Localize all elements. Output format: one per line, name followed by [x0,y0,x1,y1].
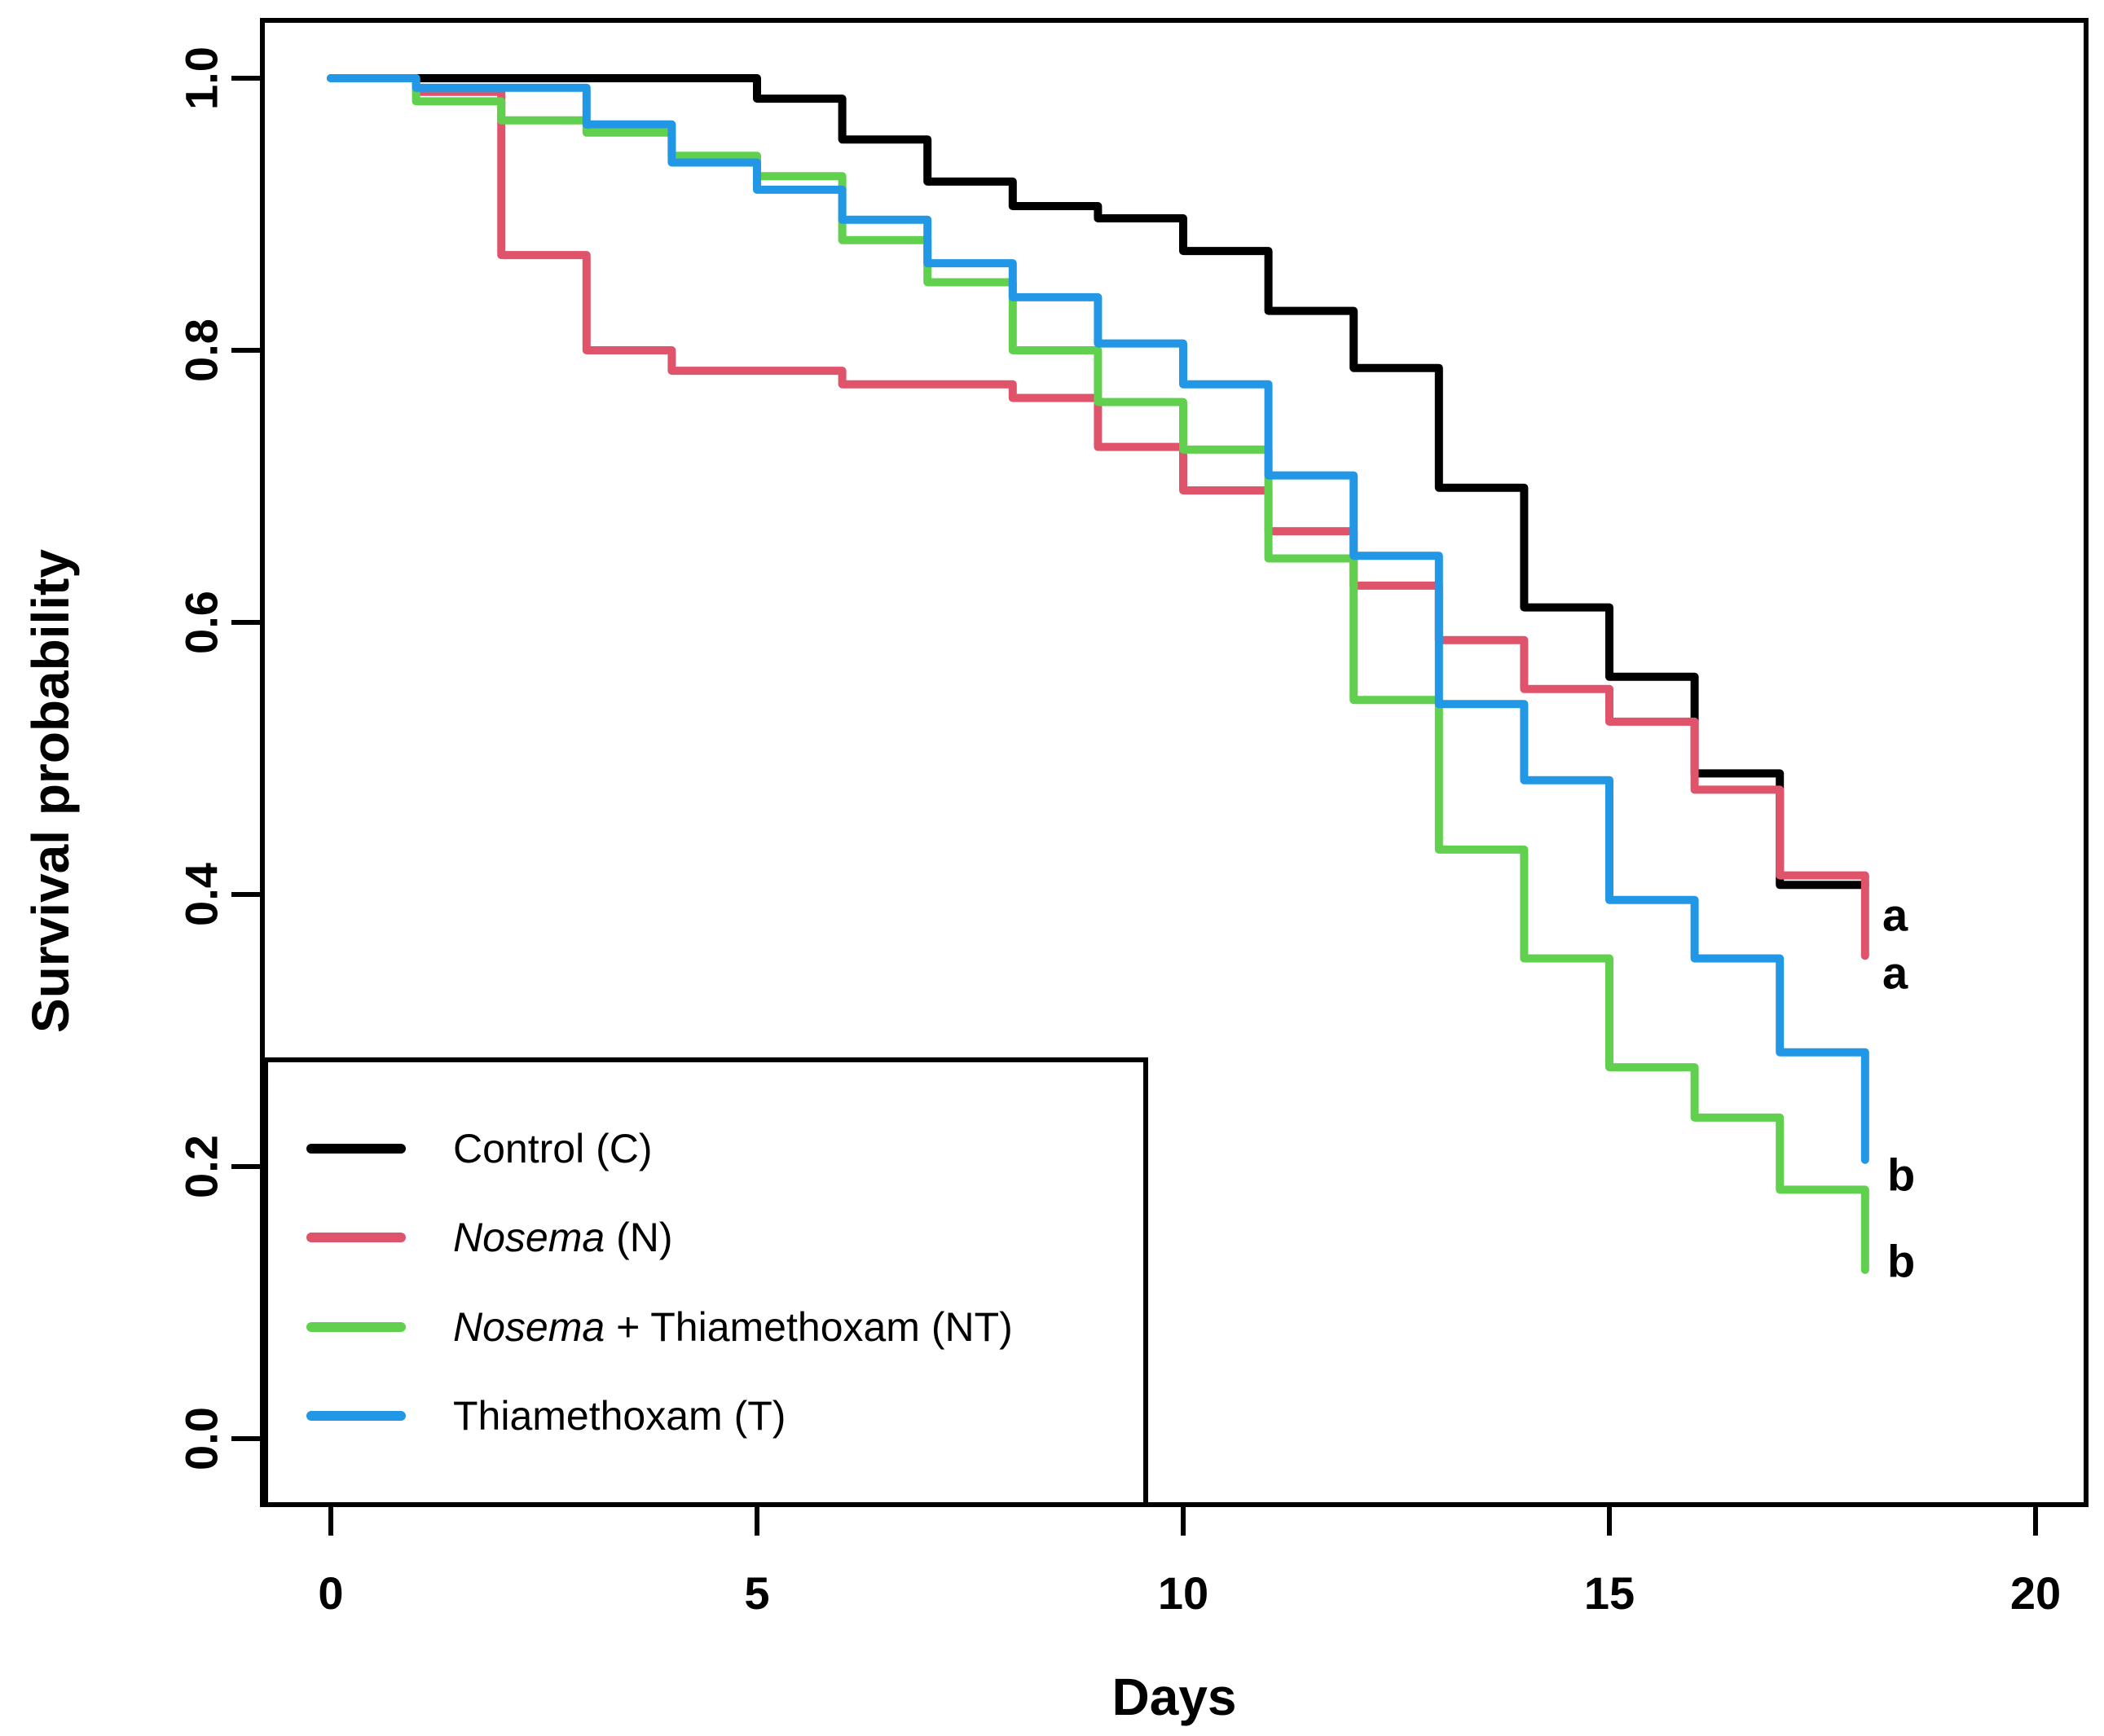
x-tick-15: 15 [1584,1567,1635,1619]
y-tick-0.4: 0.4 [176,863,227,926]
plot-box [260,18,2089,1507]
legend-label-thiamethoxam: Thiamethoxam (T) [453,1393,786,1439]
x-tick-5: 5 [744,1567,769,1619]
x-axis-tick-labels: 0 5 10 15 20 [318,1567,2061,1619]
y-axis-title: Survival probability [21,549,80,1033]
legend-label-nosema-rest: (N) [605,1215,672,1260]
y-tick-0.8: 0.8 [176,319,227,382]
legend-label-nt: Nosema + Thiamethoxam (NT) [453,1304,1013,1350]
legend-label-nosema-italic: Nosema [453,1215,605,1260]
x-tick-10: 10 [1158,1567,1208,1619]
curve-control [327,74,1869,890]
legend-label-nt-rest: + Thiamethoxam (NT) [605,1304,1013,1350]
legend: Control (C) Nosema (N) Nosema + Thiameth… [263,1057,1148,1507]
sig-letter-nosema: a [1882,947,1908,999]
legend-label-control-rest: Control (C) [453,1126,652,1171]
y-tick-1.0: 1.0 [176,46,227,110]
legend-label-nosema: Nosema (N) [453,1215,673,1260]
x-axis-title: Days [1112,1668,1237,1726]
y-axis-tick-labels: 0.0 0.2 0.4 0.6 0.8 1.0 [176,46,227,1470]
y-axis-ticks [231,76,262,1441]
sig-letter-thiamethoxam: b [1887,1149,1915,1201]
y-tick-0.0: 0.0 [176,1407,227,1470]
sig-letter-nt: b [1887,1236,1915,1287]
legend-label-thiamethoxam-rest: Thiamethoxam (T) [453,1393,786,1439]
x-tick-20: 20 [2010,1567,2061,1619]
legend-box [263,1057,1148,1507]
curve-thiamethoxam [327,74,1869,1164]
curve-nosema-thiamethoxam [327,74,1869,1274]
legend-label-nt-italic: Nosema [453,1304,605,1350]
sig-letter-control: a [1882,890,1908,941]
x-tick-0: 0 [318,1567,343,1619]
x-axis-ticks [328,1505,2038,1536]
significance-letters: a a b b [1882,890,1915,1287]
legend-label-control: Control (C) [453,1126,652,1171]
y-tick-0.6: 0.6 [176,591,227,654]
survival-curves [327,74,1869,1274]
curve-nosema [327,74,1869,960]
y-tick-0.2: 0.2 [176,1135,227,1198]
